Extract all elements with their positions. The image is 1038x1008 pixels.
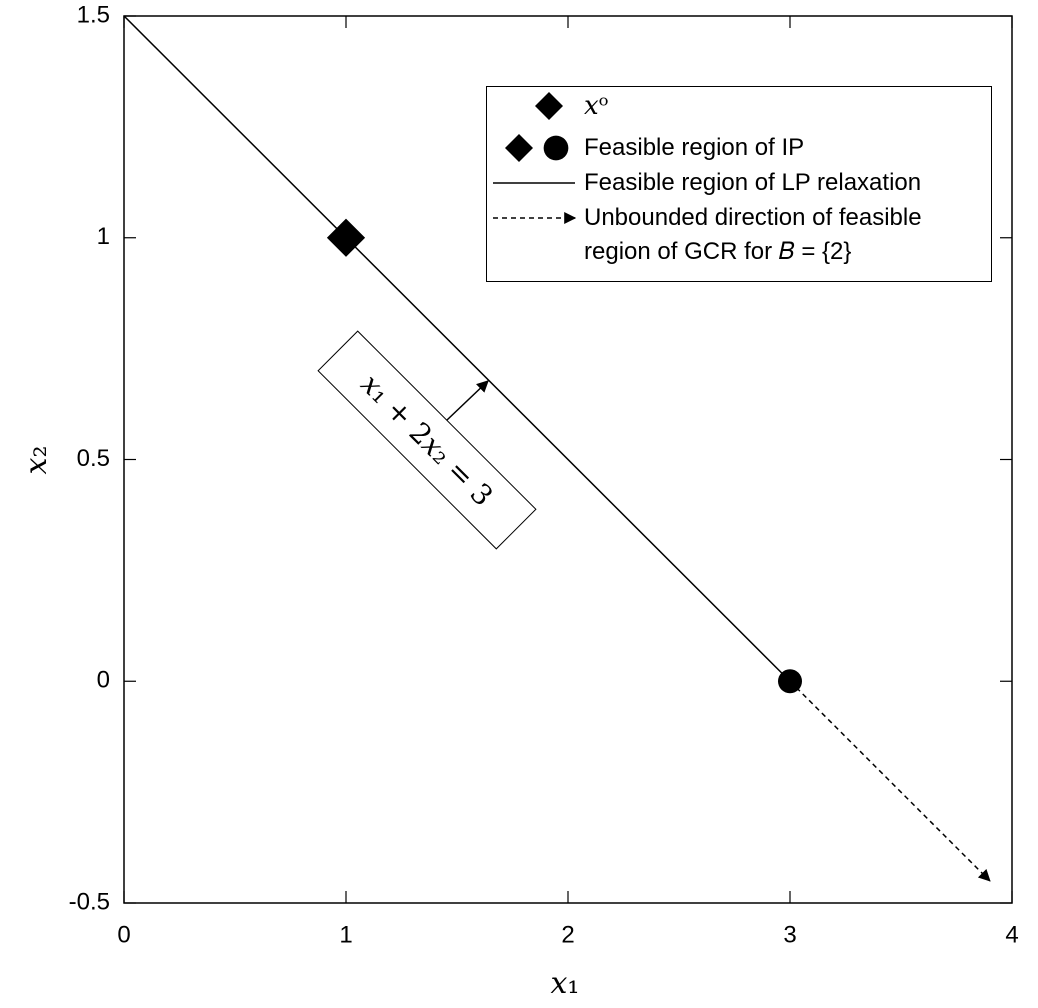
y-tick-label: 1	[97, 223, 110, 250]
x-axis-label: 𝑥₁	[551, 966, 580, 1001]
legend-label: Feasible region of IP	[584, 134, 805, 161]
x-tick-label: 0	[117, 921, 130, 948]
x-tick-label: 2	[561, 921, 574, 948]
annotation-box	[317, 330, 537, 550]
legend-label: 𝑥ᵒ	[584, 91, 609, 121]
legend: 𝑥ᵒ Feasible region of IP Feasible region o…	[486, 86, 992, 282]
legend-symbol	[493, 182, 575, 184]
y-axis-label: 𝑥₂	[19, 446, 54, 475]
x-tick-label: 1	[339, 921, 352, 948]
circle-marker	[778, 669, 802, 694]
diamond-marker	[505, 134, 533, 162]
circle-marker	[543, 135, 569, 161]
y-tick-label: 1.5	[77, 1, 110, 28]
annotation: 𝑥₁ + 2𝑥₂ = 3	[317, 330, 537, 550]
legend-label: Feasible region of LP relaxation	[584, 169, 922, 196]
x-tick-label: 4	[1005, 921, 1018, 948]
diamond-marker	[535, 92, 563, 120]
y-tick-label: 0	[97, 667, 110, 694]
y-tick-label: 0.5	[77, 445, 110, 472]
x-tick-label: 3	[783, 921, 796, 948]
line	[123, 15, 791, 682]
arrow	[789, 680, 991, 882]
y-tick-label: -0.5	[69, 888, 110, 915]
annotation-text: 𝑥₁ + 2𝑥₂ = 3	[354, 367, 499, 512]
diamond-marker	[327, 218, 365, 257]
legend-symbol	[505, 134, 569, 162]
legend-symbol	[535, 92, 563, 120]
legend-label: Unbounded direction of feasible region o…	[584, 204, 922, 265]
annotation-arrow	[446, 380, 489, 421]
legend-symbol	[493, 212, 577, 224]
